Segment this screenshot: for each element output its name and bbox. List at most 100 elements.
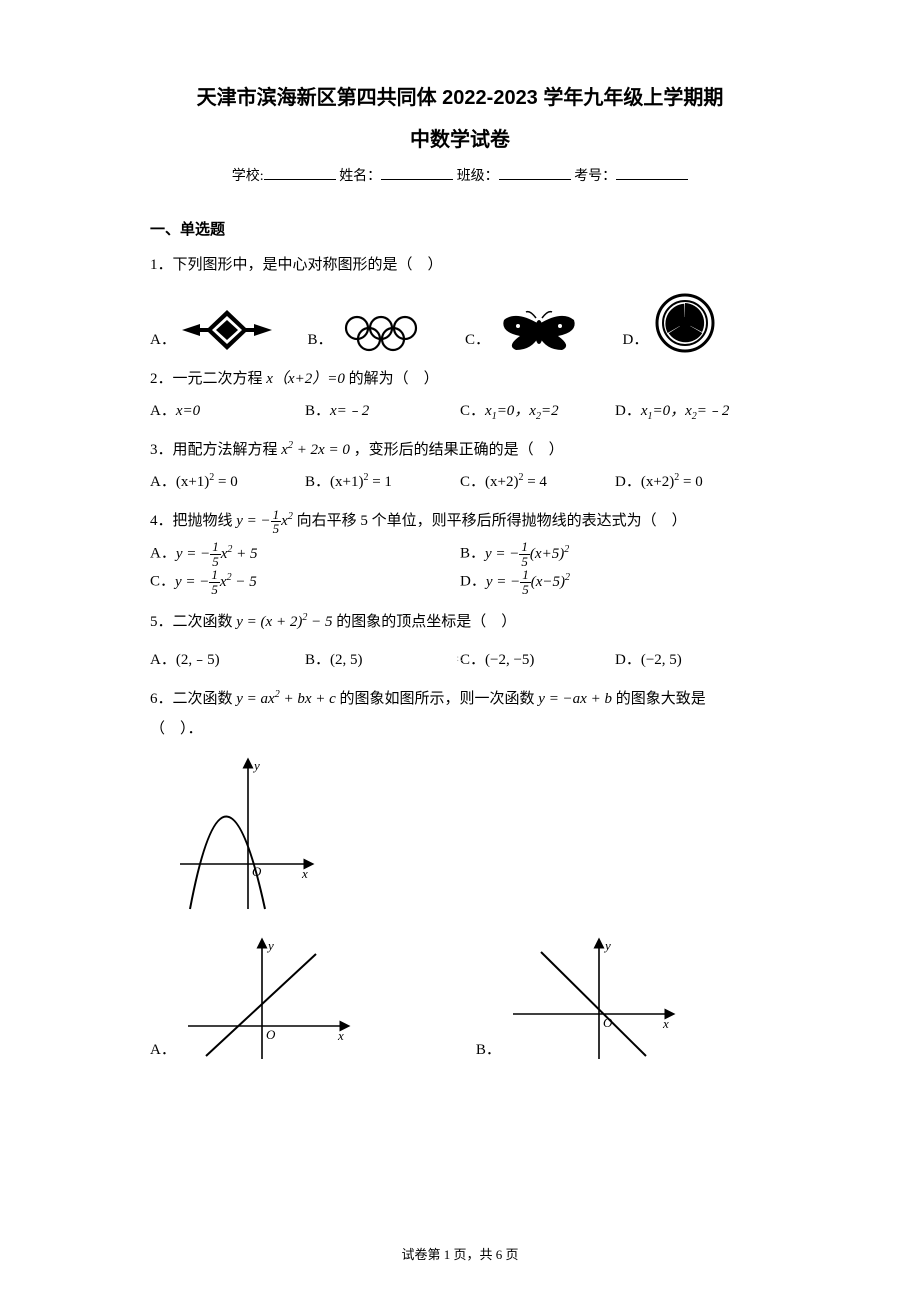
q6-tail: （ ）． <box>150 714 770 744</box>
q4-c-label: C． <box>150 574 175 590</box>
q4-d: y = −15(x−5)2 <box>486 574 570 590</box>
label-id: 考号： <box>574 169 616 184</box>
q5-option-b[interactable]: B．(2, 5) <box>305 647 460 674</box>
svg-text:O: O <box>266 1027 276 1042</box>
q5-suffix: 的图象的顶点坐标是（ ） <box>336 614 516 630</box>
q2-prefix: 2．一元二次方程 <box>150 371 266 387</box>
q2-option-c[interactable]: C．x1=0，x2=2 <box>460 398 615 425</box>
q6-main-graph: O x y <box>170 754 770 924</box>
blank-id[interactable] <box>616 166 688 180</box>
blank-name[interactable] <box>381 166 453 180</box>
q4-a: y = −15x2 + 5 <box>176 546 258 562</box>
line-graph-a-icon: O x y <box>176 934 356 1064</box>
q5-option-a[interactable]: A．(2,﹣5) <box>150 647 305 674</box>
page-title-line1: 天津市滨海新区第四共同体 2022-2023 学年九年级上学期期 <box>150 80 770 116</box>
q4-option-a[interactable]: A．y = −15x2 + 5 <box>150 540 460 568</box>
svg-text:x: x <box>337 1028 344 1043</box>
q2-option-d[interactable]: D．x1=0，x2=﹣2 <box>615 398 770 425</box>
q5-a-label: A． <box>150 652 176 668</box>
q4-a-label: A． <box>150 546 176 562</box>
q3-c: (x+2)2 = 4 <box>485 474 547 490</box>
q6-prefix: 6．二次函数 <box>150 691 236 707</box>
blank-school[interactable] <box>264 166 336 180</box>
q1-c-label: C． <box>465 327 496 354</box>
q6-option-b[interactable]: B． O x y <box>476 934 681 1064</box>
q5-option-d[interactable]: D．(−2, 5) <box>615 647 770 674</box>
q2-d: x1=0，x2=﹣2 <box>641 403 730 419</box>
blank-class[interactable] <box>499 166 571 180</box>
q3-d: (x+2)2 = 0 <box>641 474 703 490</box>
q2-option-b[interactable]: B．x=﹣2 <box>305 398 460 425</box>
svg-text:y: y <box>252 758 260 773</box>
q4-prefix: 4．把抛物线 <box>150 513 236 529</box>
q2-c-label: C． <box>460 403 485 419</box>
q3-prefix: 3．用配方法解方程 <box>150 442 281 458</box>
q5-b-label: B． <box>305 652 330 668</box>
butterfly-icon <box>496 308 582 354</box>
q4-option-c[interactable]: C．y = −15x2 − 5 <box>150 568 460 596</box>
question-3: 3．用配方法解方程 x2 + 2x = 0 ，变形后的结果正确的是（ ） A．(… <box>150 435 770 496</box>
question-1: 1．下列图形中，是中心对称图形的是（ ） A． B． <box>150 250 770 354</box>
q6-option-a[interactable]: A． O x y <box>150 934 356 1064</box>
q3-a-label: A． <box>150 474 176 490</box>
q1-d-label: D． <box>623 327 655 354</box>
q5-c: (−2, −5) <box>485 652 534 668</box>
q3-option-c[interactable]: C．(x+2)2 = 4 <box>460 469 615 496</box>
svg-text:x: x <box>662 1016 669 1031</box>
line-graph-b-icon: O x y <box>501 934 681 1064</box>
q3-option-b[interactable]: B．(x+1)2 = 1 <box>305 469 460 496</box>
q3-equation: x2 + 2x = 0 <box>281 442 350 458</box>
svg-text:O: O <box>252 864 262 879</box>
q3-a: (x+1)2 = 0 <box>176 474 238 490</box>
q6-a-label: A． <box>150 1037 176 1064</box>
label-class: 班级： <box>457 169 499 184</box>
q4-option-d[interactable]: D．y = −15(x−5)2 <box>460 568 770 596</box>
q2-option-a[interactable]: A．x=0 <box>150 398 305 425</box>
q5-b: (2, 5) <box>330 652 363 668</box>
q2-b: x=﹣2 <box>330 403 369 419</box>
q1-text: 1．下列图形中，是中心对称图形的是（ ） <box>150 250 770 280</box>
q6-suffix: 的图象大致是 <box>616 691 706 707</box>
q5-d-label: D． <box>615 652 641 668</box>
q1-option-a[interactable]: A． <box>150 306 298 354</box>
q4-option-b[interactable]: B．y = −15(x+5)2 <box>460 540 770 568</box>
q6-mid: 的图象如图所示，则一次函数 <box>340 691 539 707</box>
q4-b-label: B． <box>460 546 485 562</box>
question-4: 4．把抛物线 y = −15x2 向右平移 5 个单位，则平移后所得抛物线的表达… <box>150 506 770 597</box>
q4-suffix: 向右平移 5 个单位，则平移后所得抛物线的表达式为（ ） <box>297 513 687 529</box>
knot-icon <box>182 306 272 354</box>
section-title: 一、单选题 <box>150 217 770 244</box>
q2-a: x=0 <box>176 403 200 419</box>
q4-d-label: D． <box>460 574 486 590</box>
q3-b: (x+1)2 = 1 <box>330 474 392 490</box>
q3-suffix: ，变形后的结果正确的是（ ） <box>354 442 564 458</box>
student-info-line: 学校: 姓名： 班级： 考号： <box>150 164 770 189</box>
page-footer: 试卷第 1 页，共 6 页 <box>0 1243 920 1266</box>
q5-prefix: 5．二次函数 <box>150 614 236 630</box>
q1-option-b[interactable]: B． <box>308 312 456 354</box>
olympic-rings-icon <box>339 312 435 354</box>
q5-c-label: C． <box>460 652 485 668</box>
q2-equation: x（x+2）=0 <box>266 371 345 387</box>
q5-equation: y = (x + 2)2 − 5 <box>236 614 332 630</box>
q5-option-c[interactable]: C．(−2, −5) <box>460 647 615 674</box>
q1-a-label: A． <box>150 327 182 354</box>
q3-c-label: C． <box>460 474 485 490</box>
svg-text:y: y <box>266 938 274 953</box>
question-2: 2．一元二次方程 x（x+2）=0 的解为（ ） A．x=0 B．x=﹣2 C．… <box>150 364 770 425</box>
watermark-icon: :: <box>456 650 463 666</box>
q3-option-a[interactable]: A．(x+1)2 = 0 <box>150 469 305 496</box>
q1-option-c[interactable]: C． <box>465 308 613 354</box>
page-title-line2: 中数学试卷 <box>150 122 770 158</box>
q5-d: (−2, 5) <box>641 652 682 668</box>
q6-eq2: y = −ax + b <box>538 691 612 707</box>
q3-option-d[interactable]: D．(x+2)2 = 0 <box>615 469 770 496</box>
q5-a: (2,﹣5) <box>176 652 220 668</box>
q4-equation: y = −15x2 <box>236 513 296 529</box>
label-name: 姓名： <box>339 169 381 184</box>
label-school: 学校: <box>232 169 264 184</box>
q2-suffix: 的解为（ ） <box>349 371 439 387</box>
q2-b-label: B． <box>305 403 330 419</box>
q1-option-d[interactable]: D． <box>623 292 771 354</box>
q2-d-label: D． <box>615 403 641 419</box>
